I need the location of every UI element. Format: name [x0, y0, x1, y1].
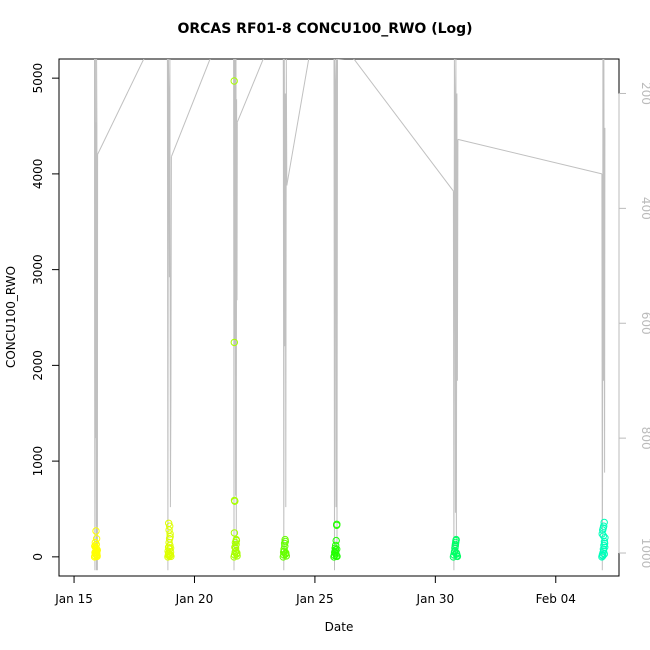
- data-point: [600, 518, 608, 527]
- data-point: [92, 545, 101, 553]
- line-segment-rf02: [166, 59, 172, 571]
- data-point: [331, 544, 339, 552]
- data-point: [452, 535, 460, 544]
- data-point: [600, 539, 609, 548]
- data-point: [92, 548, 100, 556]
- y2-tick-label: 1000: [639, 538, 650, 569]
- data-point: [333, 520, 341, 528]
- line-segment-rf04: [282, 59, 288, 571]
- y2-tick-label: 400: [639, 197, 650, 220]
- data-points: [90, 77, 609, 561]
- data-point: [279, 548, 288, 556]
- data-point: [165, 526, 173, 534]
- x-tick-label: Jan 20: [175, 592, 214, 606]
- y2-tick-label: 600: [639, 312, 650, 335]
- data-point: [281, 535, 289, 544]
- y-tick-label: 2000: [31, 350, 45, 381]
- data-point: [599, 532, 608, 540]
- line-segment-rf01-rf02: [97, 59, 145, 155]
- data-point: [332, 536, 340, 545]
- line-segment-rf01: [94, 59, 99, 571]
- x-axis: Jan 15 Jan 20 Jan 25 Jan 30 Feb 04: [54, 575, 576, 606]
- data-point: [453, 550, 461, 558]
- x-tick-label: Feb 04: [536, 592, 576, 606]
- line-segment-rf06: [452, 59, 459, 571]
- y-tick-label: 5000: [31, 63, 45, 94]
- y-axis-label: CONCU100_RWO: [4, 266, 18, 368]
- secondary-line-series: [94, 59, 606, 571]
- line-segment-rf05: [333, 59, 338, 571]
- y-tick-label: 1000: [31, 446, 45, 477]
- data-point: [333, 552, 341, 561]
- data-point: [92, 527, 100, 535]
- data-point: [232, 535, 241, 544]
- x-tick-label: Jan 15: [54, 592, 93, 606]
- data-point: [233, 549, 241, 557]
- data-point: [230, 338, 239, 347]
- secondary-y-axis: 200 400 600 800 1000: [618, 82, 650, 569]
- data-point: [333, 545, 341, 553]
- data-point: [230, 529, 239, 537]
- data-point: [332, 541, 340, 550]
- data-point: [280, 539, 289, 548]
- data-point: [600, 550, 608, 558]
- data-point: [600, 522, 608, 530]
- y-axis: 0 1000 2000 3000 4000 5000: [31, 63, 60, 561]
- x-tick-label: Jan 30: [416, 592, 455, 606]
- y-tick-label: 0: [31, 553, 45, 561]
- y-tick-label: 4000: [31, 159, 45, 190]
- line-segment-rf06-rf07: [457, 138, 603, 175]
- y2-tick-label: 200: [639, 82, 650, 105]
- data-point: [92, 540, 101, 549]
- data-point: [165, 552, 174, 560]
- data-point: [599, 552, 607, 560]
- x-tick-label: Jan 25: [295, 592, 334, 606]
- chart-title: ORCAS RF01-8 CONCU100_RWO (Log): [177, 21, 473, 37]
- x-axis-label: Date: [325, 620, 354, 634]
- y-tick-label: 3000: [31, 254, 45, 285]
- data-point: [281, 550, 290, 558]
- line-segment-rf03: [233, 59, 238, 571]
- data-point: [230, 77, 238, 85]
- data-point: [166, 533, 174, 541]
- line-segment-rf07: [601, 59, 606, 571]
- data-point: [452, 538, 460, 547]
- line-segment-rf04-rf05: [286, 59, 310, 186]
- plot-frame: [58, 58, 620, 577]
- line-segment-rf03-rf04: [236, 59, 264, 123]
- line-segment-rf02-rf03: [170, 59, 211, 157]
- data-point: [280, 545, 288, 553]
- data-point: [166, 530, 174, 538]
- data-point: [166, 548, 175, 556]
- data-point: [92, 535, 101, 543]
- data-point: [599, 547, 608, 555]
- y2-tick-label: 800: [639, 427, 650, 450]
- data-point: [231, 497, 239, 505]
- data-point: [166, 522, 174, 530]
- line-segment-rf05-rf06b: [353, 59, 454, 192]
- data-point: [233, 552, 241, 560]
